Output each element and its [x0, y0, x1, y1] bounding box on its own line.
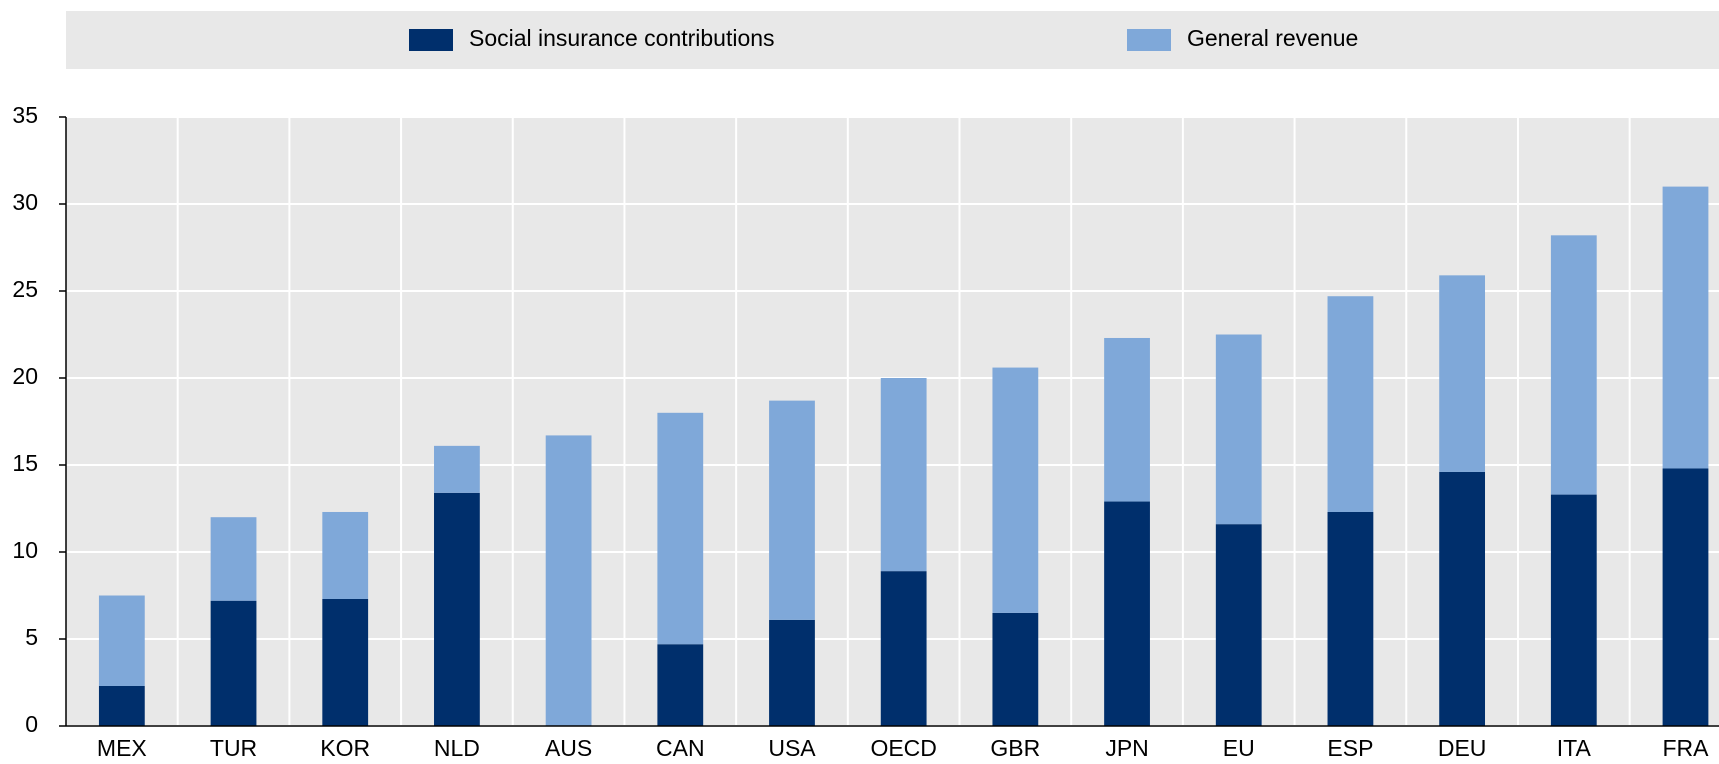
- bar-segment: [322, 598, 369, 726]
- bar-segment: [434, 492, 480, 726]
- bar-segment: [98, 685, 145, 726]
- bar-segment: [992, 612, 1039, 726]
- x-tick-label: TUR: [210, 735, 257, 761]
- x-tick-label: DEU: [1438, 735, 1487, 761]
- bar-segment: [1550, 494, 1597, 726]
- x-tick-label: CAN: [656, 735, 705, 761]
- legend-label: Social insurance contributions: [469, 25, 775, 51]
- x-tick-label: GBR: [990, 735, 1040, 761]
- y-tick-label: 20: [12, 363, 38, 389]
- bar-segment: [1439, 275, 1486, 472]
- x-tick-label: OECD: [870, 735, 936, 761]
- bar-segment: [545, 435, 592, 726]
- bar-segment: [1662, 186, 1709, 469]
- y-tick-label: 10: [12, 537, 38, 563]
- bar-segment: [1439, 471, 1486, 726]
- legend-label: General revenue: [1187, 25, 1358, 51]
- bar-segment: [657, 412, 704, 645]
- x-tick-label: MEX: [97, 735, 147, 761]
- bar-segment: [1104, 337, 1150, 502]
- bar-segment: [210, 600, 257, 726]
- bar-segment: [1104, 501, 1150, 726]
- x-tick-label: ITA: [1557, 735, 1592, 761]
- y-tick-label: 25: [12, 276, 38, 302]
- y-tick-label: 15: [12, 450, 38, 476]
- bar-segment: [1550, 235, 1597, 495]
- x-tick-label: JPN: [1105, 735, 1148, 761]
- legend-swatch: [1127, 29, 1171, 51]
- y-tick-label: 0: [25, 711, 38, 737]
- x-tick-label: KOR: [320, 735, 370, 761]
- x-tick-label: NLD: [434, 735, 480, 761]
- x-tick-label: AUS: [545, 735, 592, 761]
- bar-segment: [880, 378, 927, 572]
- bar-segment: [769, 619, 815, 726]
- legend-swatch: [409, 29, 453, 51]
- x-tick-label: EU: [1223, 735, 1255, 761]
- x-tick-label: USA: [768, 735, 816, 761]
- bar-segment: [657, 644, 704, 726]
- bar-segment: [1327, 296, 1374, 512]
- bar-segment: [1215, 524, 1262, 726]
- y-tick-label: 30: [12, 189, 38, 215]
- bar-segment: [434, 445, 480, 493]
- x-tick-label: ESP: [1327, 735, 1373, 761]
- bar-segment: [769, 400, 815, 620]
- bar-segment: [98, 595, 145, 686]
- y-tick-label: 35: [12, 102, 38, 128]
- bar-segment: [880, 571, 927, 726]
- x-tick-label: FRA: [1662, 735, 1709, 761]
- bar-segment: [1215, 334, 1262, 525]
- y-tick-label: 5: [25, 624, 38, 650]
- bar-segment: [210, 517, 257, 601]
- bar-segment: [1327, 511, 1374, 726]
- bar-segment: [1662, 468, 1709, 726]
- bar-segment: [322, 511, 369, 599]
- bar-segment: [992, 367, 1039, 613]
- legend-band: [66, 11, 1719, 69]
